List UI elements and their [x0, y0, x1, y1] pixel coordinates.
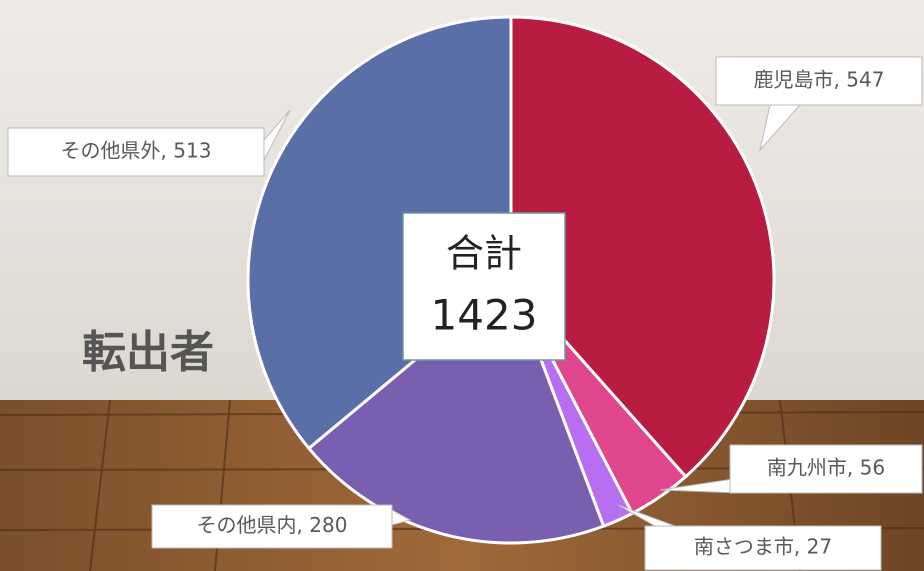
label-box	[7, 127, 265, 177]
pie	[246, 15, 776, 545]
data-label: 鹿児島市, 547	[754, 68, 885, 92]
label-box	[729, 444, 923, 494]
total-value: 1423	[431, 291, 538, 340]
data-label: 南九州市, 56	[767, 456, 885, 480]
total-label: 合計	[446, 232, 522, 276]
total-box	[402, 212, 566, 361]
data-label: その他県外, 513	[61, 139, 212, 163]
data-label: その他県内, 280	[197, 513, 348, 537]
label-box	[715, 56, 923, 106]
labels: 鹿児島市, 547 南九州市, 56 南さつま市, 27 その他県内, 280 その他県…	[7, 56, 923, 571]
chart-title: 転出者	[82, 327, 214, 378]
pie-slice	[246, 15, 513, 451]
label-box	[644, 525, 882, 571]
pie-slice	[509, 15, 776, 479]
label-box	[151, 504, 393, 549]
data-label: 南さつま市, 27	[694, 535, 832, 559]
